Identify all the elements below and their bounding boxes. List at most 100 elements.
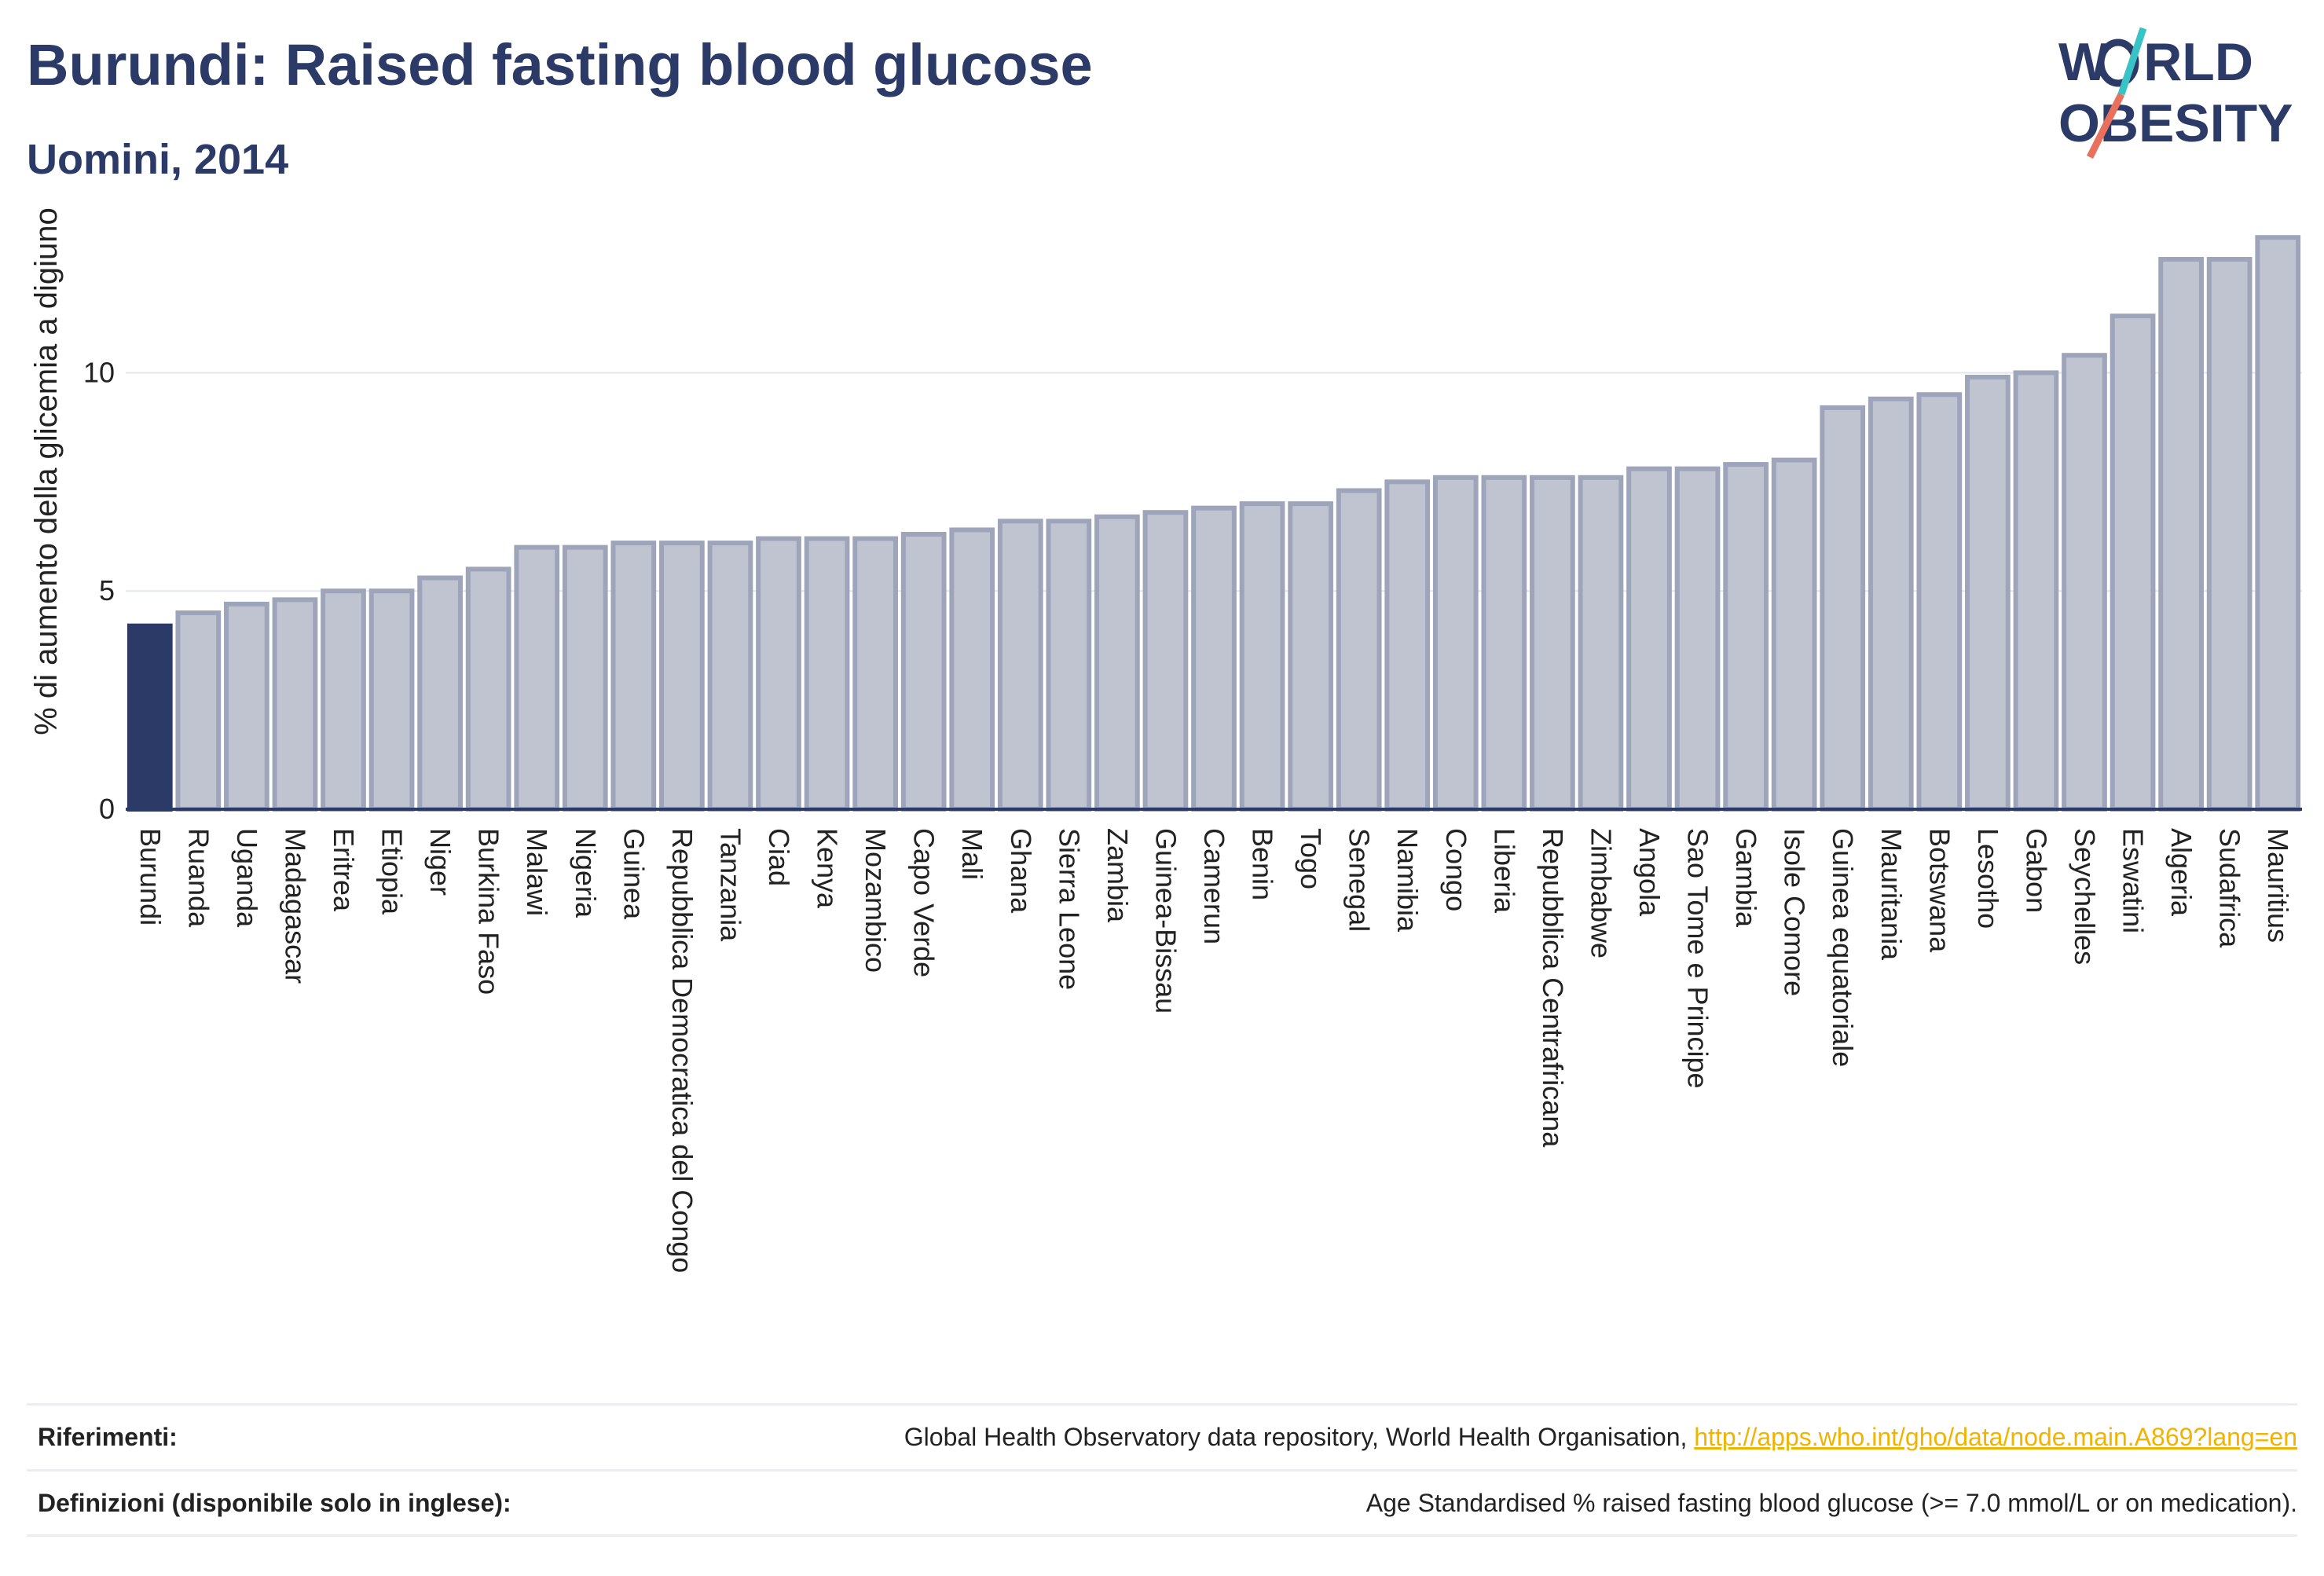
logo-slash-teal bbox=[2117, 27, 2147, 96]
x-tick-label: Botswana bbox=[1923, 828, 1956, 953]
bar bbox=[175, 610, 222, 812]
x-tick-label: Ruanda bbox=[182, 828, 214, 928]
bar bbox=[514, 544, 560, 812]
x-tick-label: Liberia bbox=[1488, 828, 1520, 914]
x-tick-label: Isole Comore bbox=[1779, 828, 1811, 996]
x-tick-label: Nigeria bbox=[570, 828, 602, 918]
bar bbox=[1820, 405, 1866, 812]
bar bbox=[1239, 501, 1285, 812]
bar bbox=[900, 532, 947, 812]
x-tick-label: Camerun bbox=[1198, 828, 1230, 944]
bar bbox=[1771, 457, 1817, 812]
bar bbox=[1094, 514, 1140, 812]
bar bbox=[1046, 519, 1092, 812]
logo-slash-coral bbox=[2086, 92, 2125, 159]
x-tick-label: Namibia bbox=[1391, 828, 1424, 933]
bar bbox=[2255, 235, 2301, 812]
x-tick-label: Seychelles bbox=[2069, 828, 2101, 965]
x-tick-label: Mauritania bbox=[1875, 828, 1908, 961]
bar bbox=[465, 566, 511, 812]
x-tick-label: Repubblica Centrafricana bbox=[1537, 828, 1569, 1148]
x-tick-label: Zimbabwe bbox=[1585, 828, 1617, 958]
y-tick-label: 10 bbox=[83, 356, 115, 388]
x-tick-label: Senegal bbox=[1343, 828, 1376, 932]
x-tick-label: Kenya bbox=[812, 828, 844, 909]
x-tick-label: Sierra Leone bbox=[1053, 828, 1085, 990]
bar bbox=[707, 541, 753, 812]
x-tick-label: Ciad bbox=[763, 828, 795, 886]
world-obesity-logo: W RLD OBESITY bbox=[2058, 27, 2293, 159]
bar bbox=[1336, 488, 1382, 812]
bar bbox=[1142, 510, 1189, 812]
bar bbox=[562, 544, 608, 812]
x-tick-label: Guinea bbox=[618, 828, 650, 920]
bar bbox=[272, 597, 318, 812]
x-tick-label: Angola bbox=[1633, 828, 1666, 917]
chart-subtitle: Uomini, 2014 bbox=[27, 136, 289, 183]
references-row: Riferimenti: Global Health Observatory d… bbox=[27, 1403, 2297, 1468]
x-tick-label: Mozambico bbox=[860, 828, 892, 973]
bar bbox=[224, 601, 269, 812]
x-tick-label: Mauritius bbox=[2262, 828, 2294, 943]
chart-title: Burundi: Raised fasting blood glucose bbox=[27, 32, 1093, 97]
x-tick-label: Congo bbox=[1440, 828, 1472, 911]
x-tick-label: Sudafrica bbox=[2214, 828, 2246, 948]
bar bbox=[756, 536, 801, 812]
x-tick-label: Ghana bbox=[1005, 828, 1037, 914]
x-tick-label: Gambia bbox=[1730, 828, 1762, 928]
x-tick-label: Benin bbox=[1247, 828, 1279, 900]
logo-text-rld: RLD bbox=[2143, 32, 2253, 92]
bar bbox=[1384, 479, 1431, 812]
x-tick-label: Uganda bbox=[231, 828, 263, 928]
definitions-row: Definizioni (disponibile solo in inglese… bbox=[27, 1469, 2297, 1537]
bar bbox=[1191, 505, 1237, 812]
bar bbox=[1723, 462, 1769, 812]
bar-chart: 0 5 10 Burundi Ruanda Uganda Madagascar Eritrea… bbox=[29, 207, 2302, 1273]
bar bbox=[949, 527, 995, 812]
x-tick-label: Burundi bbox=[134, 828, 167, 925]
x-tick-label: Eswatini bbox=[2117, 828, 2150, 933]
y-axis-title: % di aumento della glicemia a digiuno bbox=[29, 207, 64, 735]
x-tick-label: Etiopia bbox=[376, 828, 409, 915]
bar bbox=[659, 541, 705, 812]
bar bbox=[1432, 475, 1479, 812]
x-tick-label: Togo bbox=[1295, 828, 1327, 889]
bar bbox=[997, 519, 1043, 812]
x-tick-label: Tanzania bbox=[714, 828, 746, 942]
bar bbox=[1626, 466, 1672, 812]
bar bbox=[321, 588, 366, 812]
bar bbox=[1965, 375, 2011, 812]
bar bbox=[1868, 396, 1914, 812]
x-tick-label: Eritrea bbox=[328, 828, 360, 912]
x-tick-label: Niger bbox=[424, 828, 456, 896]
references-text: Global Health Observatory data repositor… bbox=[904, 1422, 1695, 1451]
bar bbox=[417, 575, 463, 812]
x-tick-label: Mali bbox=[956, 828, 988, 880]
references-link[interactable]: http://apps.who.int/gho/data/node.main.A… bbox=[1694, 1422, 2297, 1451]
bar bbox=[2062, 353, 2107, 812]
x-tick-label: Guinea-Bissau bbox=[1149, 828, 1182, 1013]
x-tick-label: Sao Tome e Principe bbox=[1682, 828, 1714, 1089]
bar bbox=[2013, 370, 2059, 812]
bar bbox=[1578, 475, 1624, 812]
bar bbox=[804, 536, 850, 812]
x-tick-label: Burkina Faso bbox=[473, 828, 505, 995]
bar bbox=[610, 541, 657, 812]
x-tick-label: Malawi bbox=[521, 828, 553, 916]
x-tick-label: Zambia bbox=[1102, 828, 1134, 923]
y-tick-label: 0 bbox=[99, 793, 115, 825]
bar bbox=[2158, 257, 2204, 812]
x-tick-label: Guinea equatoriale bbox=[1827, 828, 1859, 1067]
x-tick-label: Gabon bbox=[2020, 828, 2052, 913]
bar bbox=[2110, 313, 2156, 812]
bar bbox=[1916, 392, 1963, 812]
x-tick-label: Lesotho bbox=[1972, 828, 2004, 929]
bar bbox=[1288, 501, 1333, 812]
definitions-text: Age Standardised % raised fasting blood … bbox=[1365, 1488, 2297, 1517]
references-value: Global Health Observatory data repositor… bbox=[904, 1423, 2297, 1452]
bar bbox=[126, 623, 173, 812]
bar bbox=[1481, 475, 1527, 812]
references-label: Riferimenti: bbox=[38, 1422, 178, 1451]
x-tick-label: Algeria bbox=[2165, 828, 2198, 917]
bar bbox=[2206, 257, 2253, 812]
